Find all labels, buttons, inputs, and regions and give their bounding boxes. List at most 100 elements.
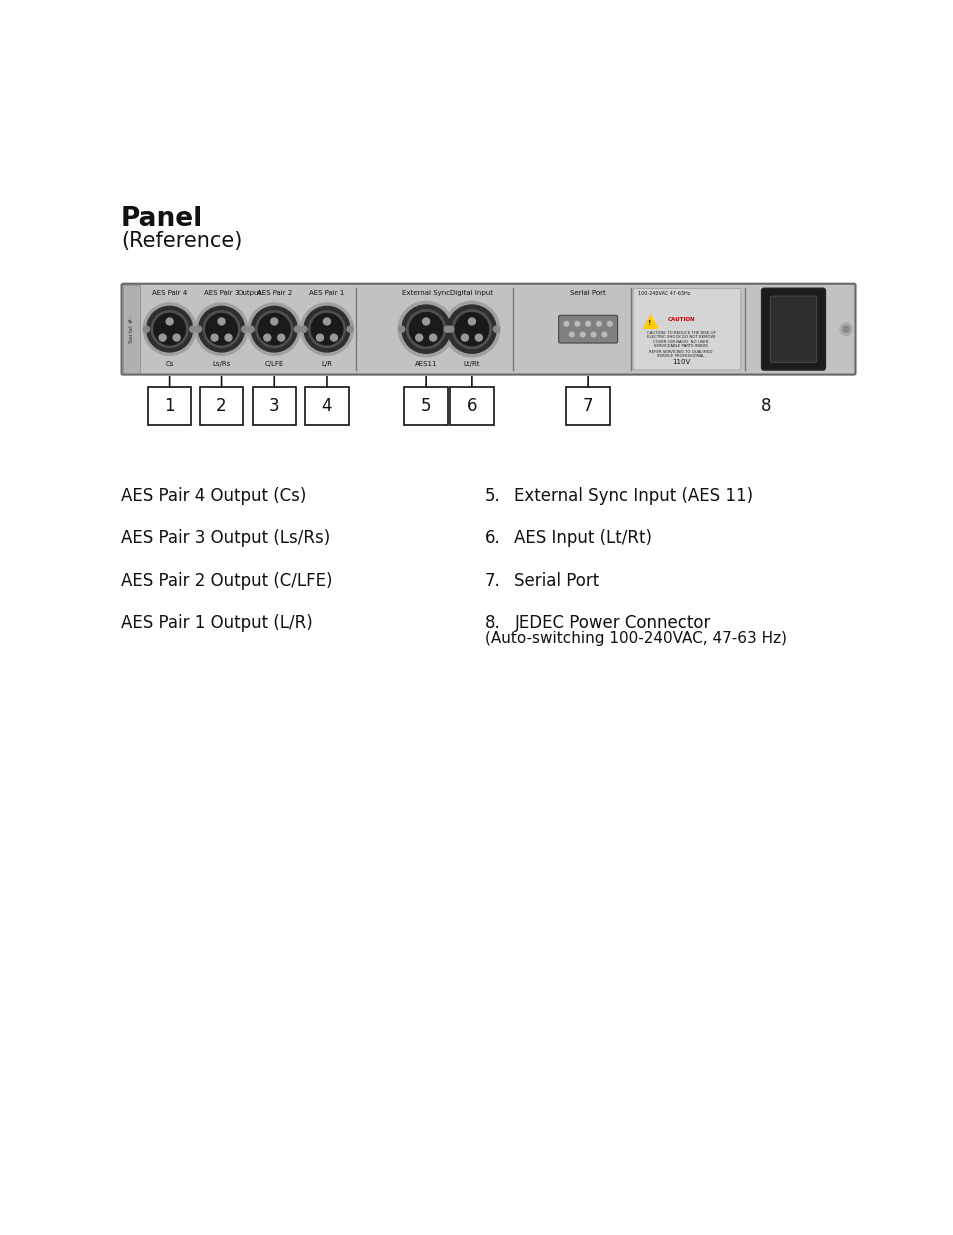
Circle shape	[308, 311, 345, 347]
Text: Lt/Rt: Lt/Rt	[463, 361, 479, 367]
Bar	[123, 285, 140, 373]
Circle shape	[397, 301, 454, 357]
Text: AES Pair 2 Output (C/LFE): AES Pair 2 Output (C/LFE)	[121, 572, 332, 589]
Text: CAUTION: CAUTION	[666, 317, 694, 322]
Circle shape	[461, 335, 468, 341]
Text: 2: 2	[216, 398, 227, 415]
Bar	[566, 387, 609, 425]
FancyBboxPatch shape	[633, 288, 740, 370]
Circle shape	[444, 326, 450, 332]
Circle shape	[225, 335, 232, 341]
Text: C/LFE: C/LFE	[264, 361, 284, 367]
Circle shape	[198, 306, 244, 352]
Text: !: !	[648, 320, 651, 326]
Text: AES Pair 1 Output (L/R): AES Pair 1 Output (L/R)	[121, 614, 313, 632]
Circle shape	[153, 314, 185, 345]
Text: 7.: 7.	[484, 572, 500, 589]
Text: AES Pair 4: AES Pair 4	[152, 290, 187, 296]
Circle shape	[203, 311, 240, 347]
FancyBboxPatch shape	[558, 315, 617, 343]
Text: AES Pair 4 Output (Cs): AES Pair 4 Output (Cs)	[121, 487, 306, 505]
Circle shape	[563, 321, 568, 326]
Circle shape	[304, 306, 350, 352]
Circle shape	[195, 326, 201, 332]
Text: Serial #:: Serial #:	[129, 316, 134, 343]
Text: 5: 5	[420, 398, 431, 415]
Bar	[148, 387, 192, 425]
Bar	[305, 387, 348, 425]
Polygon shape	[642, 315, 657, 329]
Text: Panel: Panel	[121, 206, 203, 232]
Circle shape	[300, 326, 307, 332]
Circle shape	[172, 335, 180, 341]
Circle shape	[277, 335, 284, 341]
Circle shape	[455, 312, 488, 346]
Text: 6.: 6.	[484, 530, 500, 547]
Text: 1: 1	[164, 398, 174, 415]
Circle shape	[294, 326, 300, 332]
Text: 8: 8	[760, 398, 771, 415]
Text: AES Pair 2: AES Pair 2	[256, 290, 292, 296]
Circle shape	[422, 317, 429, 325]
Circle shape	[251, 306, 297, 352]
Circle shape	[575, 321, 579, 326]
Circle shape	[211, 335, 218, 341]
Text: External Sync Input (AES 11): External Sync Input (AES 11)	[514, 487, 753, 505]
Text: 5.: 5.	[484, 487, 500, 505]
Circle shape	[416, 335, 422, 341]
Circle shape	[569, 332, 574, 337]
Circle shape	[842, 326, 848, 332]
Circle shape	[316, 335, 323, 341]
Circle shape	[452, 310, 491, 348]
FancyBboxPatch shape	[121, 284, 855, 374]
Circle shape	[493, 326, 499, 332]
Circle shape	[159, 335, 166, 341]
Bar	[450, 387, 493, 425]
Circle shape	[447, 305, 496, 353]
Text: (Auto-switching 100-240VAC, 47-63 Hz): (Auto-switching 100-240VAC, 47-63 Hz)	[484, 631, 786, 646]
Text: 4: 4	[321, 398, 332, 415]
Bar	[253, 387, 295, 425]
Text: CAUTION: TO REDUCE THE RISK OF
ELECTRIC SHOCK DO NOT REMOVE
COVER (OR BACK). NO : CAUTION: TO REDUCE THE RISK OF ELECTRIC …	[646, 331, 715, 358]
Text: AES11: AES11	[415, 361, 436, 367]
Circle shape	[190, 326, 195, 332]
Text: AES Pair 3 Output (Ls/Rs): AES Pair 3 Output (Ls/Rs)	[121, 530, 330, 547]
Text: Ls/Rs: Ls/Rs	[213, 361, 231, 367]
Circle shape	[607, 321, 612, 326]
Circle shape	[248, 303, 300, 356]
Circle shape	[330, 335, 337, 341]
Text: 8.: 8.	[484, 614, 500, 632]
Circle shape	[300, 303, 353, 356]
Circle shape	[311, 314, 342, 345]
Bar	[404, 387, 447, 425]
Text: Output: Output	[237, 290, 261, 296]
Circle shape	[409, 312, 442, 346]
Text: L/R: L/R	[321, 361, 332, 367]
Circle shape	[840, 324, 852, 336]
Circle shape	[218, 317, 225, 325]
Circle shape	[323, 317, 330, 325]
Circle shape	[443, 301, 499, 357]
Circle shape	[585, 321, 590, 326]
Text: 3: 3	[269, 398, 279, 415]
Circle shape	[398, 326, 404, 332]
Text: AES Pair 3: AES Pair 3	[204, 290, 239, 296]
Text: Serial Port: Serial Port	[570, 290, 605, 296]
FancyBboxPatch shape	[760, 288, 824, 370]
Text: 110V: 110V	[671, 359, 690, 366]
Bar	[199, 387, 243, 425]
Text: Digital Input: Digital Input	[450, 290, 493, 296]
Circle shape	[255, 311, 293, 347]
Circle shape	[143, 303, 195, 356]
Circle shape	[151, 311, 188, 347]
Circle shape	[241, 326, 248, 332]
Circle shape	[406, 310, 445, 348]
Circle shape	[591, 332, 596, 337]
Text: External Sync: External Sync	[401, 290, 450, 296]
Text: 100-240VAC 47-63Hz: 100-240VAC 47-63Hz	[638, 291, 690, 296]
Circle shape	[271, 317, 277, 325]
Circle shape	[195, 303, 248, 356]
Text: 7: 7	[582, 398, 593, 415]
Circle shape	[579, 332, 584, 337]
Circle shape	[447, 326, 454, 332]
